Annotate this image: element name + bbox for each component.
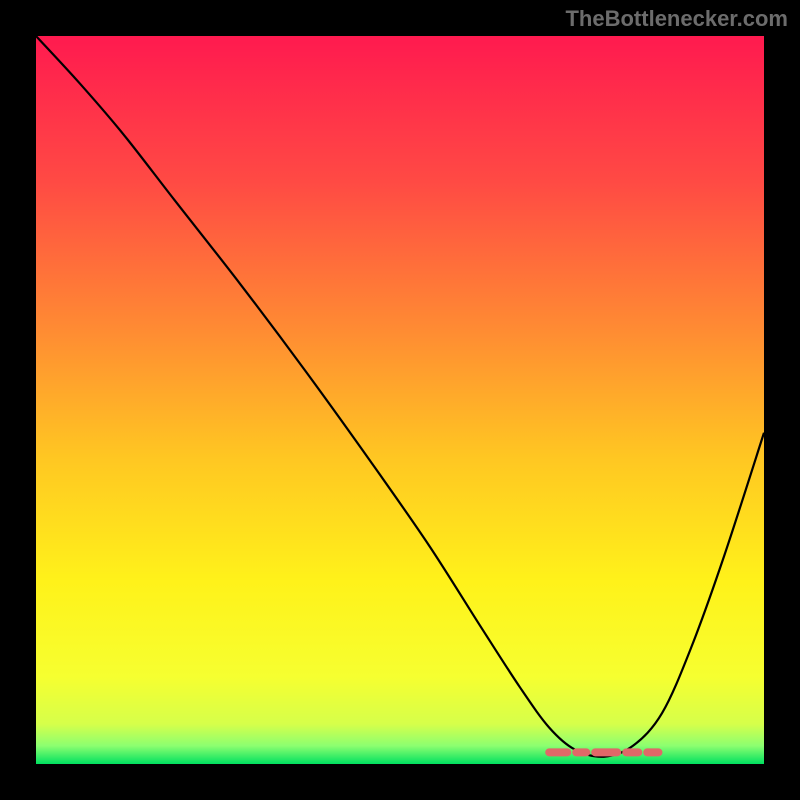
chart-frame [36, 36, 764, 764]
bottleneck-chart [36, 36, 764, 764]
chart-background [36, 36, 764, 764]
watermark-text: TheBottlenecker.com [565, 6, 788, 32]
